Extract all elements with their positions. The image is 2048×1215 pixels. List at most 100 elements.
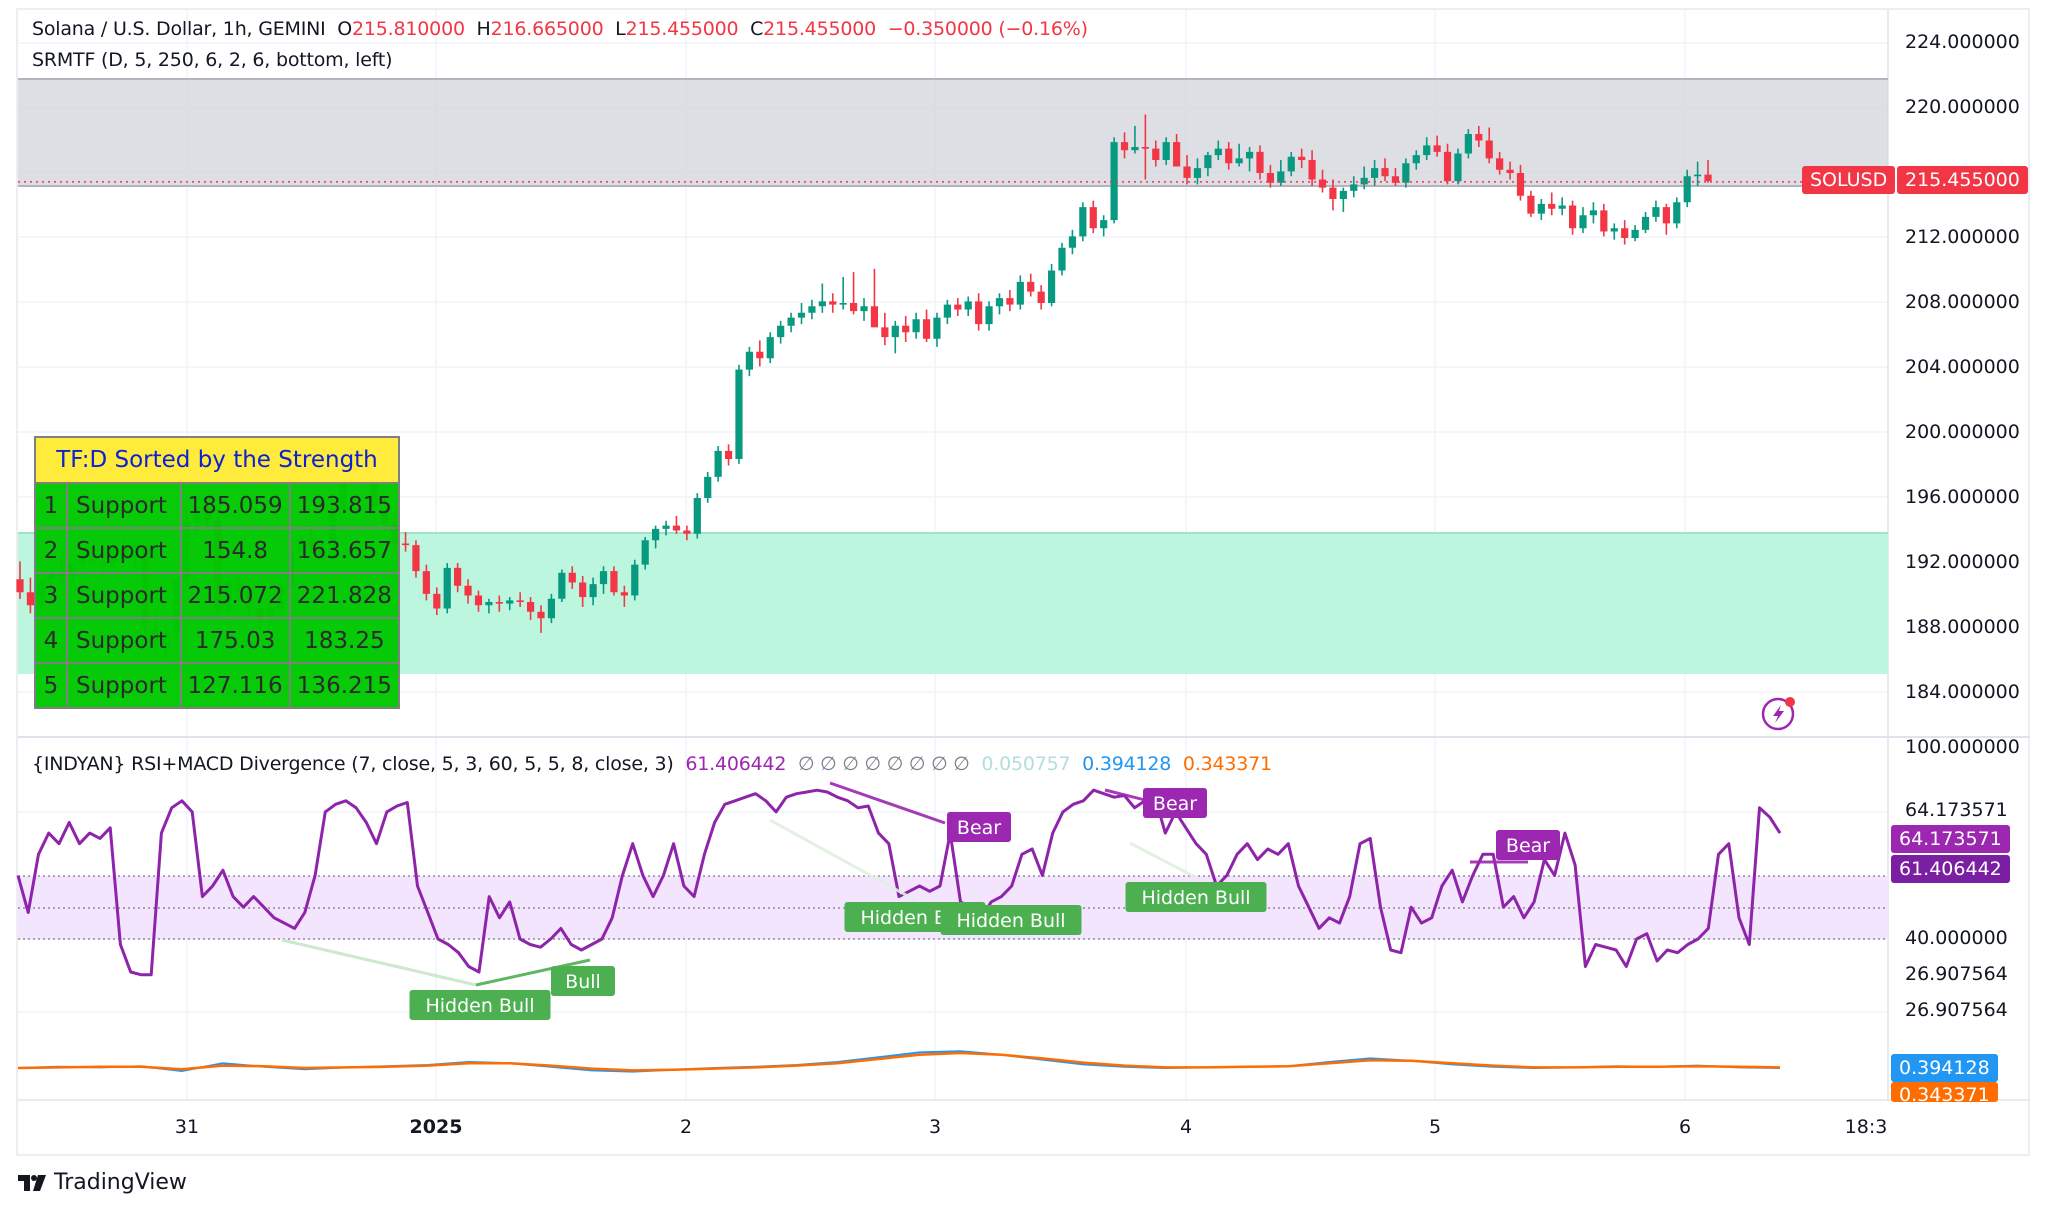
candle-body [1704,174,1712,182]
close-value: 215.455000 [763,18,877,40]
candle-body [1548,203,1556,209]
svg-text:Bear: Bear [957,817,1001,839]
candle-body [474,595,483,606]
candle-body [537,611,545,619]
macd-hist-value: 0.050757 [981,753,1071,775]
sr-high: 136.215 [288,662,401,709]
candle-body [1214,148,1222,156]
candle-body [568,572,576,583]
candle-body [26,592,35,606]
candle-body [704,476,712,498]
candle-body [1631,229,1639,238]
price-axis-label: 212.000000 [1905,226,2020,248]
candle-body [1454,153,1462,182]
time-axis-label: 18:3 [1844,1116,1888,1138]
candle-body [1694,174,1702,177]
candle-body [1652,207,1660,217]
candle-body [683,530,691,534]
price-axis-label: 188.000000 [1905,616,2020,638]
candle-body [1516,173,1525,196]
candle-body [1433,145,1441,152]
bear-divergence-label: Bear [947,812,1011,842]
candle-body [745,351,753,370]
candle-body [1350,184,1358,191]
rsi-indicator-legend[interactable]: {INDYAN} RSI+MACD Divergence (7, close, … [32,753,1272,775]
bull-divergence-label: Bull [551,966,615,996]
candle-body [860,306,868,312]
low-label: L [615,18,626,40]
candle-body [1485,140,1493,159]
candle-body [1318,179,1327,188]
candle-body [1162,142,1170,160]
sr-type: Support [66,662,182,709]
rsi-value: 61.406442 [685,753,787,775]
svg-text:Bear: Bear [1153,793,1197,815]
candle-body [922,319,931,339]
candle-body [902,325,910,333]
candle-body [943,304,951,318]
sr-type: Support [66,617,182,664]
price-axis-label: 220.000000 [1905,96,2020,118]
time-axis-label: 4 [1179,1116,1193,1138]
sr-high: 193.815 [288,482,401,529]
candle-body [454,567,462,586]
rsi-indicator-title: {INDYAN} RSI+MACD Divergence (7, close, … [32,753,674,775]
sr-table-row: 2 Support 154.8 163.657 [34,527,401,574]
candle-body [1256,151,1264,173]
candle-body [1475,134,1483,141]
tradingview-logo[interactable]: TradingView [18,1170,187,1195]
candle-body [495,602,503,604]
price-axis-label: 200.000000 [1905,421,2020,443]
symbol-legend[interactable]: Solana / U.S. Dollar, 1h, GEMINI O215.81… [32,18,1088,40]
time-axis-label: 3 [928,1116,942,1138]
candle-body [1193,168,1202,178]
candle-body [829,301,837,305]
candle-body [797,312,806,318]
bull-divergence-label: Hidden Bull [940,905,1082,935]
rsi-line [16,788,1782,977]
candle-body [787,317,795,326]
symbol-title: Solana / U.S. Dollar, 1h, GEMINI [32,18,326,40]
time-axis-label: 6 [1678,1116,1692,1138]
svg-text:Hidden Bull: Hidden Bull [1141,887,1250,909]
divergence-line [769,818,916,902]
candle-body [652,528,660,541]
sr-table-title: TF:D Sorted by the Strength [34,436,400,484]
sr-low: 175.03 [179,617,291,664]
sr-low: 185.059 [179,482,291,529]
low-value: 215.455000 [625,18,739,40]
sr-low: 215.072 [179,572,291,619]
candle-body [1079,207,1087,237]
macd-value: 0.394128 [1082,753,1172,775]
signal-badge: 0.343371 [1891,1082,1998,1102]
candle-body [662,525,670,529]
sr-table-row: 1 Support 185.059 193.815 [34,482,401,529]
candle-body [422,571,430,594]
candle-body [1621,228,1629,238]
candle-body [526,602,535,612]
time-axis-label: 31 [174,1116,200,1138]
candle-body [1100,220,1108,229]
candle-body [850,303,858,312]
candle-body [1402,163,1410,183]
candle-body [1287,156,1295,172]
candle-body [870,306,879,328]
candle-body [1329,187,1337,199]
candle-body [839,303,847,305]
change-value: −0.350000 (−0.16%) [887,18,1088,40]
candle-body [995,298,1004,307]
price-axis-label: 192.000000 [1905,551,2020,573]
open-value: 215.810000 [352,18,465,40]
sr-levels-table: TF:D Sorted by the Strength 1 Support 18… [34,436,401,709]
candle-body [464,585,472,596]
candle-body [1443,151,1452,182]
srmtf-indicator-legend[interactable]: SRMTF (D, 5, 250, 6, 2, 6, bottom, left) [32,49,393,71]
rsi-axis-label: 26.907564 [1905,963,2008,985]
lightning-alert-icon[interactable] [1760,694,1798,732]
candle-body [1016,281,1024,305]
candle-body [506,600,514,604]
candle-body [1673,202,1681,224]
candle-body [1381,168,1389,177]
divergence-line [1129,841,1196,879]
candle-body [756,351,764,359]
